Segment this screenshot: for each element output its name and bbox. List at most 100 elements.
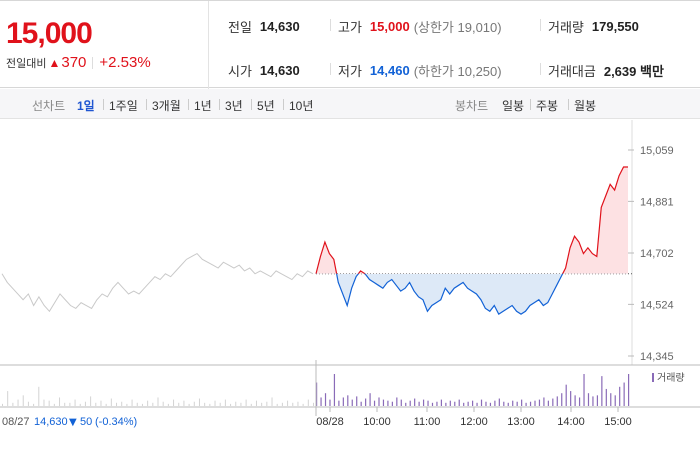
tab-period-5[interactable]: 5년 <box>257 99 275 113</box>
volume-bar <box>178 402 180 406</box>
volume-bar <box>445 402 447 406</box>
tab-divider <box>188 99 189 110</box>
x-tick-label: 15:00 <box>604 416 632 428</box>
volume-bar <box>414 398 416 406</box>
volume-bar <box>521 399 523 406</box>
volume-bar <box>198 398 200 406</box>
price-chart: 15,059 14,881 14,702 14,524 14,345 거래량 08/28 10… <box>0 120 700 450</box>
volume-bar <box>449 400 451 406</box>
down-area <box>336 273 563 315</box>
stat-low: 저가 14,460 (하한가 10,250) <box>338 61 502 80</box>
volume-bar <box>121 401 123 406</box>
volume-legend-label: 거래량 <box>657 372 685 384</box>
volume-bar <box>333 374 336 406</box>
volume-bar <box>27 401 29 406</box>
tab-divider <box>103 99 104 110</box>
x-tick-label: 13:00 <box>507 416 535 428</box>
x-tick-label: 12:00 <box>460 416 488 428</box>
tab-period-1[interactable]: 1주일 <box>109 99 138 113</box>
volume-bar <box>48 400 50 406</box>
volume-bar <box>219 402 221 406</box>
stat-value: 179,550 <box>591 19 639 34</box>
x-tick-label: 08/28 <box>316 416 344 428</box>
volume-bar <box>543 397 545 406</box>
volume-bar <box>516 401 518 406</box>
tab-period-0[interactable]: 1일 <box>77 99 95 113</box>
volume-bar <box>69 402 71 406</box>
volume-bar <box>369 393 371 406</box>
tab-candle-0[interactable]: 일봉 <box>502 99 525 113</box>
volume-bar <box>463 402 465 406</box>
volume-bar <box>436 401 438 406</box>
x-tick-label: 10:00 <box>363 416 391 428</box>
volume-bar <box>33 403 35 406</box>
stats-grid: 전일 14,630 고가 15,000 (상한가 19,010) 거래량 179… <box>210 1 700 89</box>
volume-bar <box>7 391 9 406</box>
x-tick-label: 14:00 <box>557 416 585 428</box>
tab-divider <box>530 99 531 110</box>
volume-bar <box>507 402 509 406</box>
tab-period-2[interactable]: 3개월 <box>152 99 181 113</box>
volume-bar <box>360 401 362 406</box>
volume-bar <box>342 397 344 406</box>
volume-bar <box>552 398 554 406</box>
tab-divider <box>219 99 220 110</box>
volume-bar <box>578 397 581 406</box>
tab-divider <box>568 99 569 110</box>
volume-bar <box>214 400 216 406</box>
divider <box>330 63 331 75</box>
stat-amount: 거래대금 2,639 백만 <box>548 61 664 80</box>
volume-bar <box>382 399 385 406</box>
prev-close-label: 14,630 <box>34 416 68 428</box>
volume-bar <box>297 401 299 406</box>
volume-bar <box>240 402 242 406</box>
volume-bar <box>79 403 81 406</box>
volume-bar <box>610 393 612 406</box>
volume-bar <box>601 376 603 406</box>
tab-candle-1[interactable]: 주봉 <box>536 99 559 113</box>
volume-bar <box>204 402 206 406</box>
volume-bar <box>105 403 107 406</box>
volume-bar <box>351 399 353 406</box>
volume-bar <box>250 403 252 406</box>
tab-period-4[interactable]: 3년 <box>225 99 243 113</box>
stat-label: 시가 <box>228 64 252 79</box>
volume-bar <box>467 401 469 406</box>
volume-bar <box>329 399 331 406</box>
stat-open: 시가 14,630 <box>228 61 300 80</box>
tab-period-3[interactable]: 1년 <box>194 99 212 113</box>
volume-bar <box>503 401 505 406</box>
volume-bar <box>12 402 14 406</box>
volume-bar <box>494 400 496 406</box>
volume-bar <box>95 402 97 406</box>
tab-divider <box>251 99 252 110</box>
volume-bar <box>110 398 112 406</box>
tab-divider <box>146 99 147 110</box>
volume-bar <box>547 400 549 406</box>
volume-bar <box>266 401 268 406</box>
volume-bar <box>162 401 164 406</box>
upper-limit: (상한가 19,010) <box>413 20 502 35</box>
y-tick-label: 14,345 <box>640 351 674 363</box>
volume-bar <box>261 402 263 406</box>
volume-bar <box>476 402 478 406</box>
volume-bar <box>378 397 380 406</box>
divider <box>540 19 541 31</box>
stat-value: 14,460 <box>369 63 410 78</box>
tab-candle-2[interactable]: 월봉 <box>574 99 597 113</box>
volume-bar <box>147 400 149 406</box>
volume-bar <box>427 400 429 406</box>
volume-bar <box>157 397 159 406</box>
tab-period-6[interactable]: 10년 <box>289 99 314 113</box>
volume-bar <box>623 382 625 406</box>
volume-bar <box>53 403 55 406</box>
volume-bar <box>556 396 558 406</box>
volume-bar <box>224 399 226 406</box>
volume-bar <box>534 400 536 406</box>
volume-bar <box>17 399 19 406</box>
volume-bar <box>480 399 483 406</box>
volume-legend-swatch <box>652 373 654 382</box>
volume-bar <box>64 402 66 406</box>
divider <box>92 56 94 69</box>
stat-label: 거래량 <box>548 20 584 35</box>
